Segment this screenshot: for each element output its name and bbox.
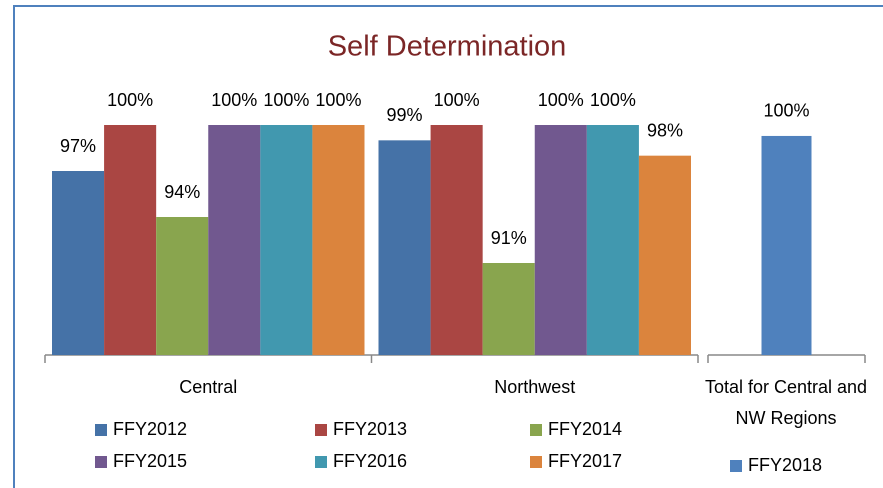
legend-label: FFY2015 — [113, 451, 187, 471]
bar — [260, 125, 313, 355]
x-tick-label: Central — [179, 377, 237, 397]
x-tick-label: Total for Central and NW Regions — [704, 377, 868, 428]
legend-swatch — [530, 456, 542, 468]
data-label: 100% — [211, 90, 257, 110]
legend-swatch — [530, 424, 542, 436]
bar — [638, 155, 691, 355]
data-label: 100% — [263, 90, 309, 110]
data-label: 99% — [387, 105, 423, 125]
data-label: 100% — [538, 90, 584, 110]
bar — [586, 125, 639, 355]
legend-swatch — [315, 456, 327, 468]
bar — [208, 125, 261, 355]
frame — [13, 5, 883, 488]
legend-label: FFY2016 — [333, 451, 407, 471]
bar — [430, 125, 483, 355]
legend-label: FFY2014 — [548, 419, 622, 439]
data-label: 91% — [491, 228, 527, 248]
bar — [482, 263, 535, 355]
bar — [378, 140, 431, 355]
legend-swatch — [730, 460, 742, 472]
legend-label: FFY2018 — [748, 455, 822, 475]
bar — [534, 125, 587, 355]
bar — [52, 171, 105, 355]
data-label: 97% — [60, 136, 96, 156]
data-label: 100% — [590, 90, 636, 110]
bar — [104, 125, 157, 355]
legend-label: FFY2017 — [548, 451, 622, 471]
legend-swatch — [95, 456, 107, 468]
legend-label: FFY2013 — [333, 419, 407, 439]
legend-swatch — [315, 424, 327, 436]
bar — [761, 135, 812, 355]
chart-title: Self Determination — [328, 31, 567, 63]
legend-swatch — [95, 424, 107, 436]
data-label: 98% — [647, 120, 683, 140]
data-label: 100% — [107, 90, 153, 110]
data-label: 100% — [315, 90, 361, 110]
x-tick-label: Northwest — [494, 377, 575, 397]
data-label: 100% — [434, 90, 480, 110]
data-label: 100% — [763, 101, 809, 121]
data-label: 94% — [164, 182, 200, 202]
bar — [312, 125, 365, 355]
legend-label: FFY2012 — [113, 419, 187, 439]
bar — [156, 217, 209, 355]
